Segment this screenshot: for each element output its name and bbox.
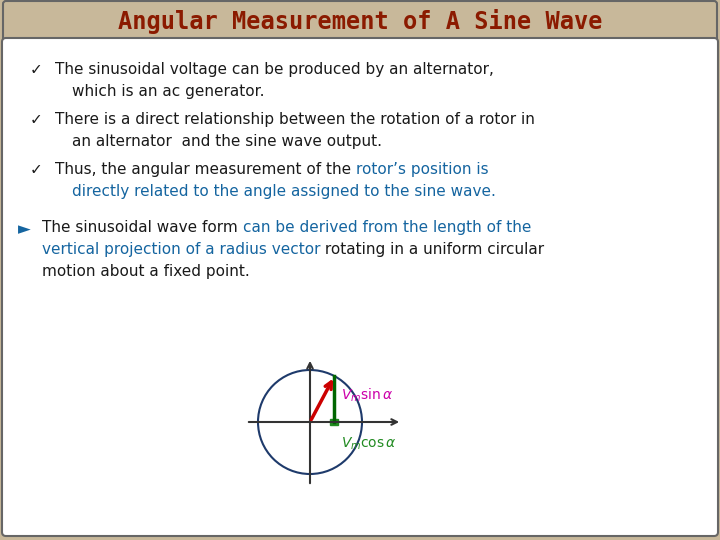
Text: directly related to the angle assigned to the sine wave.: directly related to the angle assigned t… (72, 184, 496, 199)
Text: There is a direct relationship between the rotation of a rotor in: There is a direct relationship between t… (55, 112, 535, 127)
Text: rotating in a uniform circular: rotating in a uniform circular (320, 242, 544, 257)
FancyBboxPatch shape (3, 1, 717, 41)
Text: The sinusoidal voltage can be produced by an alternator,: The sinusoidal voltage can be produced b… (55, 62, 494, 77)
Text: vertical projection of a radius vector: vertical projection of a radius vector (42, 242, 320, 257)
Text: $V_m \sin\alpha$: $V_m \sin\alpha$ (341, 386, 394, 404)
Text: ✓: ✓ (30, 112, 42, 127)
Text: $V_m \cos\alpha$: $V_m \cos\alpha$ (341, 436, 397, 452)
Text: ✓: ✓ (30, 162, 42, 177)
Text: can be derived from the length of the: can be derived from the length of the (243, 220, 531, 235)
Text: The sinusoidal wave form: The sinusoidal wave form (42, 220, 243, 235)
FancyBboxPatch shape (2, 38, 718, 536)
Text: ►: ► (18, 220, 31, 238)
Text: an alternator  and the sine wave output.: an alternator and the sine wave output. (72, 134, 382, 149)
Text: rotor’s position is: rotor’s position is (356, 162, 489, 177)
Text: ✓: ✓ (30, 62, 42, 77)
Text: Angular Measurement of A Sine Wave: Angular Measurement of A Sine Wave (118, 9, 602, 33)
Text: which is an ac generator.: which is an ac generator. (72, 84, 264, 99)
Text: motion about a fixed point.: motion about a fixed point. (42, 264, 250, 279)
Bar (330, 419, 338, 425)
Text: Thus, the angular measurement of the: Thus, the angular measurement of the (55, 162, 356, 177)
